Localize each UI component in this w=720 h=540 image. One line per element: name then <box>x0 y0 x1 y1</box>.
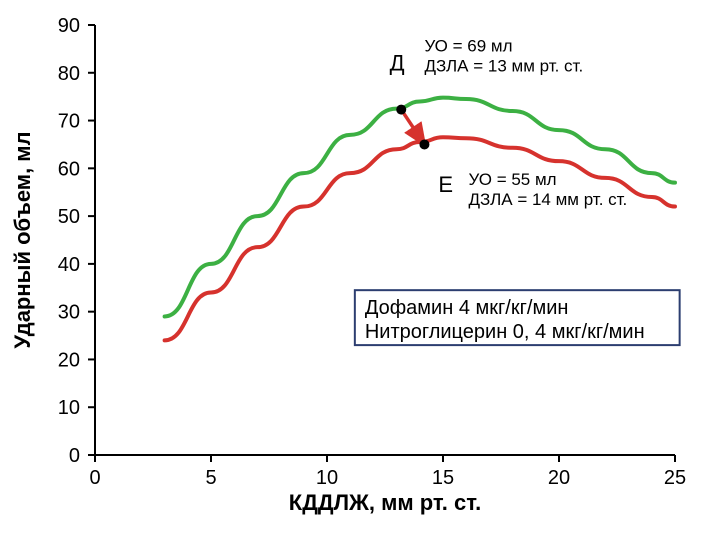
y-tick-label: 20 <box>58 349 80 371</box>
y-tick-label: 10 <box>58 397 80 419</box>
point-D <box>396 105 406 115</box>
label-E: Е <box>438 172 453 197</box>
x-tick-label: 10 <box>316 467 338 489</box>
label-D: Д <box>390 50 405 75</box>
y-tick-label: 30 <box>58 302 80 324</box>
y-tick-label: 80 <box>58 63 80 85</box>
x-tick-label: 0 <box>89 467 100 489</box>
y-tick-label: 40 <box>58 254 80 276</box>
y-tick-label: 50 <box>58 206 80 228</box>
x-tick-label: 20 <box>548 467 570 489</box>
x-axis-label: КДДЛЖ, мм рт. ст. <box>289 490 481 515</box>
x-tick-label: 5 <box>205 467 216 489</box>
annot-E-line: ДЗЛА = 14 мм рт. ст. <box>469 190 628 209</box>
x-tick-label: 15 <box>432 467 454 489</box>
y-tick-label: 60 <box>58 158 80 180</box>
y-tick-label: 90 <box>58 15 80 37</box>
x-tick-label: 25 <box>664 467 686 489</box>
transition-arrow <box>401 110 424 145</box>
point-E <box>419 139 429 149</box>
info-box-line: Дофамин 4 мкг/кг/мин <box>365 297 569 319</box>
annot-E-line: УО = 55 мл <box>469 170 557 189</box>
y-tick-label: 0 <box>69 445 80 467</box>
y-axis-label: Ударный объем, мл <box>10 131 35 348</box>
annot-D-line: ДЗЛА = 13 мм рт. ст. <box>424 56 583 75</box>
chart-svg: 0 5 10 15 20 25 0 10 20 30 40 50 60 70 80 90 КДДЛЖ, мм р… <box>0 0 720 540</box>
annot-D-line: УО = 69 мл <box>424 36 512 55</box>
y-tick-label: 70 <box>58 111 80 133</box>
info-box-line: Нитроглицерин 0, 4 мкг/кг/мин <box>365 321 645 343</box>
